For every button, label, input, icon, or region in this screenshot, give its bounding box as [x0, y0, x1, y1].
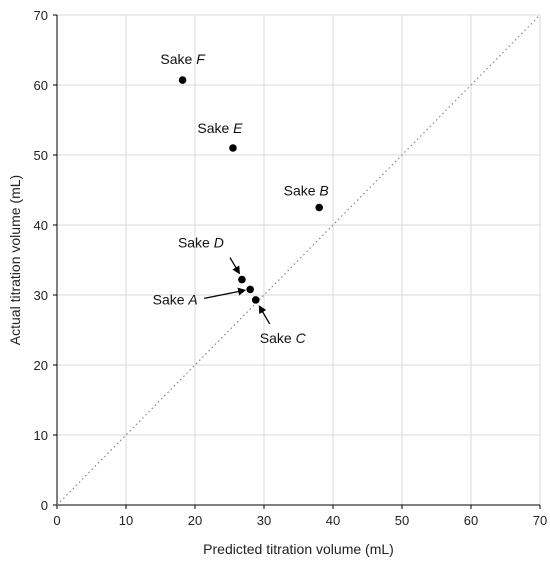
- label-sake-c: Sake C: [260, 330, 307, 346]
- point-sake-a: [246, 285, 254, 294]
- x-tick-label: 60: [464, 513, 478, 528]
- x-tick-label: 10: [119, 513, 133, 528]
- y-tick-label: 0: [41, 498, 48, 513]
- y-tick-label: 40: [34, 218, 48, 233]
- point-sake-b: [315, 203, 324, 212]
- x-axis-title: Predicted titration volume (mL): [203, 541, 394, 557]
- arrow-sake-d: [229, 257, 240, 275]
- tick-labels: 0 10 20 30 40 50 60 70 0 10 20 30 40 50 60 70: [34, 8, 548, 528]
- y-tick-label: 10: [34, 428, 48, 443]
- arrow-sake-a: [204, 287, 247, 300]
- x-tick-label: 30: [257, 513, 271, 528]
- reference-line-group: [56, 14, 541, 506]
- y-tick-label: 70: [34, 8, 48, 23]
- x-tick-label: 40: [326, 513, 340, 528]
- arrow-sake-c: [258, 305, 271, 325]
- point-labels: Sake A Sake B Sake C Sake D Sake E Sake F: [153, 51, 329, 346]
- point-sake-f: [178, 76, 187, 84]
- label-sake-d: Sake D: [178, 235, 224, 251]
- label-sake-e: Sake E: [197, 120, 243, 136]
- x-tick-label: 50: [395, 513, 409, 528]
- x-tick-label: 70: [533, 513, 547, 528]
- point-sake-d: [238, 275, 246, 284]
- point-sake-c: [251, 296, 260, 304]
- reference-line: [56, 14, 541, 506]
- x-tick-label: 20: [188, 513, 202, 528]
- axes: [53, 14, 541, 509]
- label-sake-a: Sake A: [153, 291, 198, 307]
- y-tick-label: 50: [34, 148, 48, 163]
- data-points: [178, 76, 324, 304]
- label-sake-f: Sake F: [160, 51, 206, 67]
- point-sake-e: [229, 144, 237, 152]
- y-tick-label: 30: [34, 288, 48, 303]
- x-tick-label: 0: [53, 513, 60, 528]
- y-tick-label: 60: [34, 78, 48, 93]
- label-sake-b: Sake B: [284, 183, 329, 199]
- grid: [57, 14, 541, 505]
- y-axis-title: Actual titration volume (mL): [7, 175, 23, 345]
- y-tick-label: 20: [34, 358, 48, 373]
